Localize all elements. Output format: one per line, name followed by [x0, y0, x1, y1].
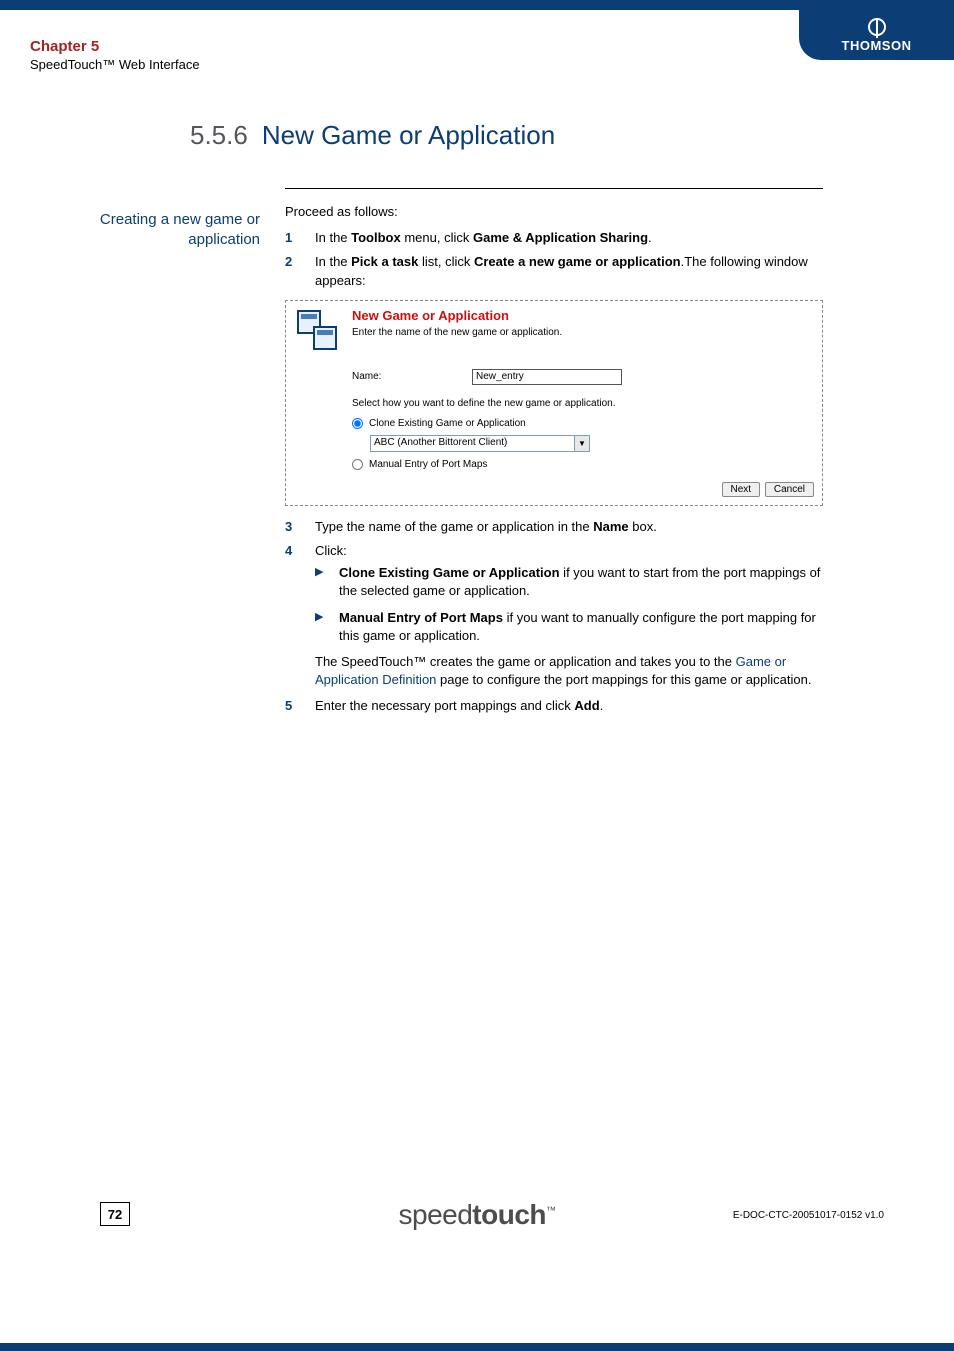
step-body: In the Pick a task list, click Create a … [315, 253, 823, 289]
after-bullets-text: The SpeedTouch™ creates the game or appl… [315, 653, 823, 689]
step-num: 3 [285, 518, 315, 536]
step-3: 3 Type the name of the game or applicati… [285, 518, 823, 536]
doc-id: E-DOC-CTC-20051017-0152 v1.0 [733, 1210, 884, 1221]
sub-bullet: ▶ Manual Entry of Port Maps if you want … [315, 609, 823, 645]
cancel-button[interactable]: Cancel [765, 482, 814, 497]
form-screenshot: New Game or Application Enter the name o… [285, 300, 823, 506]
step-4: 4 Click: ▶ Clone Existing Game or Applic… [285, 542, 823, 689]
chapter-title: Chapter 5 [30, 38, 200, 55]
app-icon [294, 307, 342, 355]
step-body: Click: ▶ Clone Existing Game or Applicat… [315, 542, 823, 689]
side-heading: Creating a new game or application [60, 210, 260, 249]
select-text: Select how you want to define the new ga… [352, 397, 814, 411]
step-body: Type the name of the game or application… [315, 518, 823, 536]
form-subtitle: Enter the name of the new game or applic… [352, 326, 562, 340]
clone-radio-label: Clone Existing Game or Application [369, 417, 526, 431]
chapter-subtitle: SpeedTouch™ Web Interface [30, 57, 200, 72]
manual-radio-label: Manual Entry of Port Maps [369, 458, 487, 472]
dropdown-value: ABC (Another Bittorent Client) [374, 436, 507, 450]
chapter-header: Chapter 5 SpeedTouch™ Web Interface [30, 38, 200, 72]
step-body: In the Toolbox menu, click Game & Applic… [315, 229, 823, 247]
step-body: Enter the necessary port mappings and cl… [315, 697, 823, 715]
thomson-globe-icon [868, 18, 886, 36]
chevron-down-icon: ▼ [574, 436, 589, 451]
intro-text: Proceed as follows: [285, 203, 823, 221]
step-num: 5 [285, 697, 315, 715]
name-input[interactable] [472, 369, 622, 385]
thomson-logo-box: THOMSON [799, 10, 954, 60]
top-bar [0, 0, 954, 10]
manual-radio[interactable] [352, 459, 363, 470]
thomson-brand-text: THOMSON [842, 38, 912, 53]
triangle-bullet-icon: ▶ [315, 564, 339, 600]
next-button[interactable]: Next [722, 482, 761, 497]
footer-bar [0, 1343, 954, 1351]
clone-dropdown[interactable]: ABC (Another Bittorent Client) ▼ [370, 435, 590, 452]
triangle-bullet-icon: ▶ [315, 609, 339, 645]
step-num: 2 [285, 253, 315, 289]
name-label: Name: [352, 370, 472, 384]
clone-radio[interactable] [352, 418, 363, 429]
content-area: Proceed as follows: 1 In the Toolbox men… [285, 188, 823, 721]
step-num: 4 [285, 542, 315, 689]
section-number: 5.5.6 [190, 120, 248, 151]
step-num: 1 [285, 229, 315, 247]
speedtouch-logo: speedtouch™ [398, 1199, 555, 1231]
sub-bullet: ▶ Clone Existing Game or Application if … [315, 564, 823, 600]
content-divider [285, 188, 823, 189]
page-number: 72 [100, 1202, 130, 1226]
section-heading: 5.5.6 New Game or Application [190, 120, 834, 151]
form-title: New Game or Application [352, 307, 562, 325]
step-5: 5 Enter the necessary port mappings and … [285, 697, 823, 715]
section-title: New Game or Application [262, 120, 555, 151]
step-2: 2 In the Pick a task list, click Create … [285, 253, 823, 289]
step-1: 1 In the Toolbox menu, click Game & Appl… [285, 229, 823, 247]
